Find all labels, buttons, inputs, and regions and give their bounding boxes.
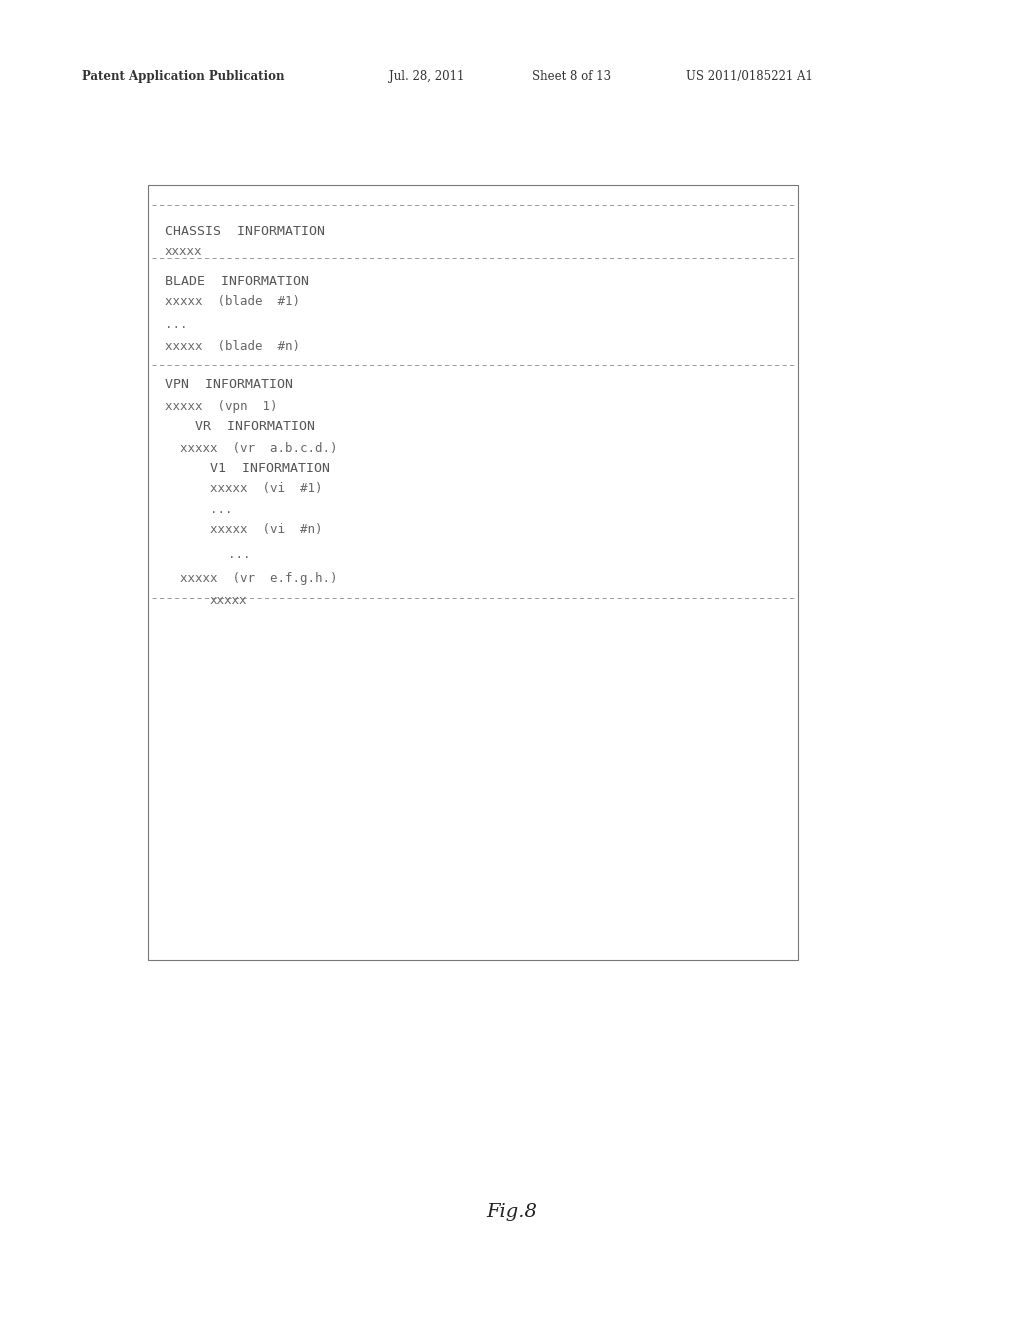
Text: xxxxx: xxxxx bbox=[210, 594, 248, 607]
Text: xxxxx  (vi  #1): xxxxx (vi #1) bbox=[210, 482, 323, 495]
Text: ...: ... bbox=[210, 503, 232, 516]
Text: Fig.8: Fig.8 bbox=[486, 1203, 538, 1221]
Text: xxxxx  (vr  a.b.c.d.): xxxxx (vr a.b.c.d.) bbox=[180, 442, 338, 455]
Text: CHASSIS  INFORMATION: CHASSIS INFORMATION bbox=[165, 224, 325, 238]
Text: US 2011/0185221 A1: US 2011/0185221 A1 bbox=[686, 70, 813, 83]
Text: xxxxx  (vr  e.f.g.h.): xxxxx (vr e.f.g.h.) bbox=[180, 572, 338, 585]
Text: Patent Application Publication: Patent Application Publication bbox=[82, 70, 285, 83]
Text: VPN  INFORMATION: VPN INFORMATION bbox=[165, 378, 293, 391]
Text: Sheet 8 of 13: Sheet 8 of 13 bbox=[532, 70, 611, 83]
Text: xxxxx  (vi  #n): xxxxx (vi #n) bbox=[210, 523, 323, 536]
Text: xxxxx: xxxxx bbox=[165, 246, 203, 257]
Text: BLADE  INFORMATION: BLADE INFORMATION bbox=[165, 275, 309, 288]
Text: ...: ... bbox=[228, 548, 251, 561]
Text: V1  INFORMATION: V1 INFORMATION bbox=[210, 462, 330, 475]
Text: xxxxx  (blade  #n): xxxxx (blade #n) bbox=[165, 341, 300, 352]
Text: xxxxx  (vpn  1): xxxxx (vpn 1) bbox=[165, 400, 278, 413]
Text: xxxxx  (blade  #1): xxxxx (blade #1) bbox=[165, 294, 300, 308]
Text: VR  INFORMATION: VR INFORMATION bbox=[195, 420, 315, 433]
Text: Jul. 28, 2011: Jul. 28, 2011 bbox=[389, 70, 465, 83]
Text: ...: ... bbox=[165, 318, 187, 331]
Bar bbox=[148, 185, 798, 960]
